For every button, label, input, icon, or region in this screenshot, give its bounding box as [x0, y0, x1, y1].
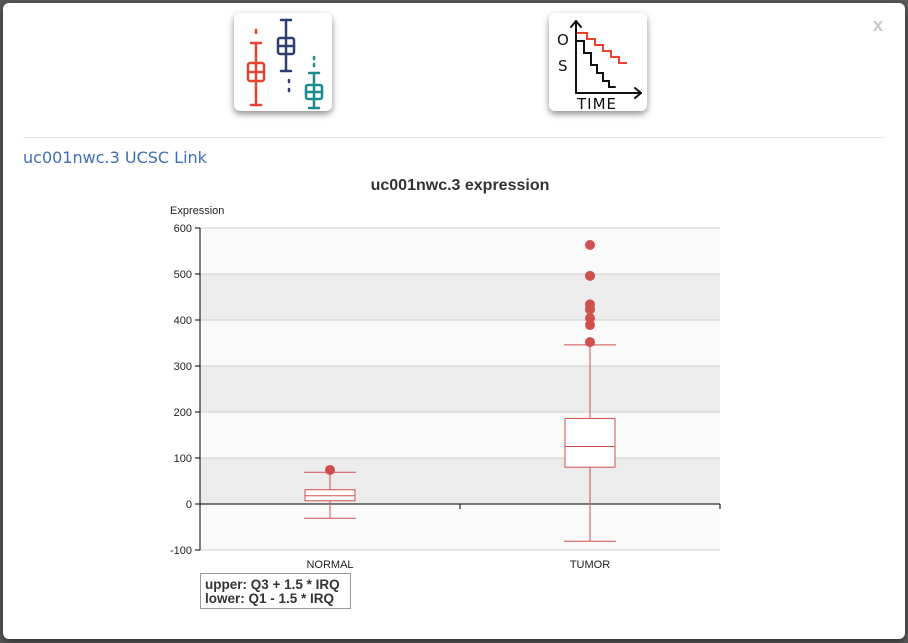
grid-band — [200, 274, 720, 320]
chart-gridlines — [200, 227, 720, 551]
y-tick-label: -100 — [170, 545, 192, 557]
boxplot-chart: -100 0 100 200 300 400 500 600 NORMAL TUMOR uc00… — [170, 177, 721, 571]
x-tick-label: NORMAL — [306, 559, 353, 571]
chart-bands — [200, 228, 720, 550]
iqr-box — [564, 417, 616, 468]
chart-title: uc001nwc.3 expression — [371, 177, 550, 194]
box-tumor — [564, 240, 616, 542]
chart-axes — [199, 228, 721, 550]
outlier-point — [585, 320, 595, 331]
chart-modal: x — [3, 3, 905, 639]
outlier-point — [585, 299, 595, 310]
whisker-legend: upper: Q3 + 1.5 * IRQ lower: Q1 - 1.5 * … — [200, 573, 351, 609]
y-tick-label: 500 — [174, 269, 192, 281]
outlier-point — [585, 337, 595, 348]
legend-lower: lower: Q1 - 1.5 * IRQ — [205, 591, 335, 606]
grid-band — [200, 366, 720, 412]
survival-icon-text-time: TIME — [576, 95, 617, 111]
y-tick-label: 0 — [186, 499, 192, 511]
outlier-point — [585, 313, 595, 324]
grid-band — [200, 458, 720, 504]
boxplot-icon — [246, 18, 324, 110]
y-axis-label: Expression — [170, 205, 224, 217]
boxplot-button[interactable] — [234, 13, 332, 111]
y-tick-label: 600 — [174, 223, 192, 235]
y-tick-label: 100 — [174, 453, 192, 465]
box-normal — [304, 464, 356, 519]
outlier-point — [325, 464, 335, 475]
close-button[interactable]: x — [872, 15, 883, 35]
y-tick-label: 300 — [174, 361, 192, 373]
chart-y-ticks: -100 0 100 200 300 400 500 600 — [170, 223, 200, 557]
chart-boxes — [304, 240, 616, 542]
survival-plot-button[interactable]: O S TIME — [549, 13, 647, 111]
outlier-point — [585, 270, 595, 281]
divider — [23, 137, 885, 138]
survival-plot-icon: O S TIME — [557, 20, 642, 111]
y-tick-label: 400 — [174, 315, 192, 327]
y-tick-label: 200 — [174, 407, 192, 419]
survival-icon-text-o: O — [557, 31, 569, 49]
chart-x-ticks: NORMAL TUMOR — [306, 559, 610, 571]
x-tick-label: TUMOR — [570, 559, 610, 571]
survival-icon-text-s: S — [558, 57, 568, 75]
outlier-point — [585, 240, 595, 251]
ucsc-link[interactable]: uc001nwc.3 UCSC Link — [23, 148, 207, 167]
legend-upper: upper: Q3 + 1.5 * IRQ — [205, 577, 340, 592]
